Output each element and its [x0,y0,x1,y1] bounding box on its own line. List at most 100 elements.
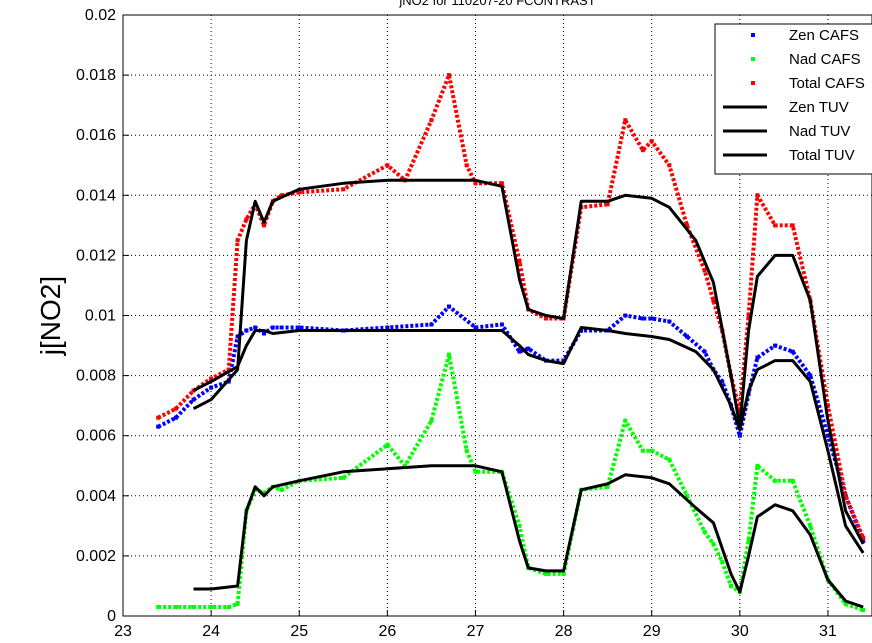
series-line [192,178,865,545]
legend-label: Zen TUV [789,99,849,116]
series-nad-cafs [156,352,866,612]
x-tick-label: 27 [467,623,485,640]
data-point [244,217,249,222]
data-point [667,163,672,168]
data-point [685,223,689,228]
data-point [746,313,751,318]
legend: Zen CAFS Nad CAFS Total CAFS Zen TUV Nad TUV… [714,23,872,175]
legend-swatch [751,57,755,61]
data-point [544,571,548,576]
data-point [843,493,848,498]
data-point [605,202,610,207]
data-point [737,433,742,438]
data-point [667,319,672,324]
data-point [808,523,813,528]
data-point [825,433,830,438]
data-point [773,223,778,228]
data-point [341,475,346,480]
legend-label: Zen CAFS [789,27,859,44]
x-tick-label: 29 [643,623,661,640]
data-point [297,325,302,330]
y-tick-label: 0.002 [76,548,116,565]
data-point [640,316,645,321]
legend-swatch [751,81,755,85]
series-zen-tuv [192,326,865,554]
data-point [649,139,654,144]
data-point [755,355,760,360]
data-point [861,535,866,540]
data-point [773,478,778,483]
series-layer [156,73,866,612]
data-point [244,328,249,333]
data-point [499,322,504,327]
x-tick-label: 25 [290,623,308,640]
data-point [191,605,196,609]
data-point [702,349,707,354]
data-point [464,163,469,168]
data-point [429,118,434,123]
legend-label: Total TUV [789,147,855,164]
data-point [729,584,733,588]
data-point [403,463,407,468]
y-tick-label: 0.014 [76,187,116,204]
x-tick-label: 26 [378,623,396,640]
data-point [173,605,178,609]
data-point [544,316,548,321]
x-tick-label: 31 [819,623,837,640]
x-tick-label: 30 [731,623,749,640]
x-axis: 23 24 25 26 27 28 29 30 31 [114,610,837,640]
data-point [720,379,725,384]
x-tick-label: 24 [202,623,220,640]
data-point [640,148,645,153]
data-point [561,571,566,576]
data-point [226,367,231,372]
series-line [193,464,864,609]
data-point [517,259,522,264]
data-point [385,163,390,168]
data-point [385,442,390,447]
data-point [262,331,266,336]
data-point [702,268,707,273]
data-point [755,463,760,468]
legend-swatch [751,33,755,37]
data-point [209,385,214,390]
data-point [235,334,240,339]
data-point [825,403,830,408]
y-tick-label: 0.01 [85,308,116,325]
data-point [773,343,778,348]
data-point [623,313,628,318]
data-point [685,493,689,498]
data-point [649,448,654,453]
data-point [253,325,258,330]
data-point [685,334,689,339]
data-point [279,193,284,198]
data-point [429,418,434,423]
data-point [297,190,302,195]
data-point [746,538,751,543]
data-point [270,325,275,330]
x-tick-label: 28 [555,623,573,640]
y-axis: 0 0.002 0.004 0.006 0.008 0.01 0.012 0.014 0.016… [76,7,129,625]
data-point [473,325,478,330]
legend-label: Total CAFS [789,75,865,92]
x-tick-label: 23 [114,623,132,640]
data-point [667,457,672,462]
data-point [711,298,716,303]
data-point [262,490,266,495]
data-point [226,605,231,609]
data-point [720,559,725,564]
data-point [156,605,161,609]
data-point [341,187,346,192]
data-point [605,484,610,489]
y-tick-label: 0 [107,608,116,625]
data-point [526,346,531,351]
series-nad-tuv [193,464,864,609]
data-point [702,529,707,534]
data-point [499,181,504,186]
y-tick-label: 0.008 [76,368,116,385]
data-point [209,605,214,609]
y-tick-label: 0.02 [85,7,116,24]
data-point [464,448,469,453]
y-tick-label: 0.018 [76,67,116,84]
legend-box [714,23,872,175]
